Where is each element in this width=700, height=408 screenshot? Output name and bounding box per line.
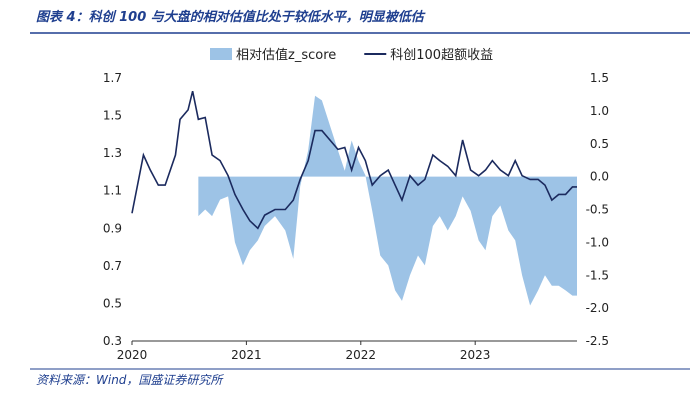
y2-tick-label: -2.5 [586, 334, 609, 348]
y2-tick-label: -2.0 [586, 301, 609, 315]
y-tick-label: 0.9 [103, 221, 122, 235]
legend-label: 科创100超额收益 [390, 48, 493, 63]
x-tick-label: 2020 [117, 348, 148, 362]
y-tick-label: 1.1 [103, 184, 122, 198]
x-tick-label: 2023 [460, 348, 491, 362]
chart-title: 图表 4：科创 100 与大盘的相对估值比处于较低水平，明显被低估 [36, 9, 426, 25]
x-tick-label: 2021 [231, 348, 262, 362]
y-tick-label: 1.7 [103, 71, 122, 85]
y2-tick-label: 1.5 [590, 71, 609, 85]
y-tick-label: 1.5 [103, 109, 122, 123]
y2-tick-label: 0.0 [590, 170, 609, 184]
y2-tick-label: 1.0 [590, 104, 609, 118]
y-tick-label: 0.7 [103, 259, 122, 273]
y2-tick-label: 0.5 [590, 137, 609, 151]
y2-tick-label: -1.5 [586, 268, 609, 282]
y-tick-label: 1.3 [103, 146, 122, 160]
area [198, 95, 577, 306]
x-tick-label: 2022 [346, 348, 377, 362]
y-tick-label: 0.3 [103, 334, 122, 348]
y2-tick-label: -1.0 [586, 235, 609, 249]
legend-swatch [210, 48, 232, 60]
source: 资料来源：Wind，国盛证券研究所 [36, 373, 224, 387]
y-tick-label: 0.5 [103, 296, 122, 310]
line [131, 90, 577, 230]
y2-tick-label: -0.5 [586, 203, 609, 217]
legend-label: 相对估值z_score [236, 47, 336, 63]
